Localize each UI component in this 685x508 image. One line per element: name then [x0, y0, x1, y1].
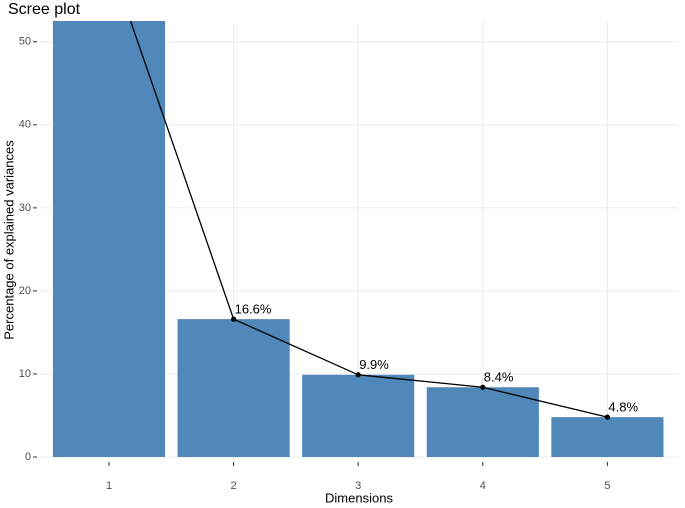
bar: [52, 21, 166, 457]
bar: [302, 374, 415, 457]
point: [231, 316, 237, 322]
bar: [551, 417, 664, 457]
x-tick-label: 3: [355, 480, 361, 492]
bar: [177, 319, 290, 457]
y-tick-label: 0: [25, 451, 31, 463]
y-tick-label: 40: [19, 119, 31, 131]
point: [355, 372, 361, 378]
x-tick-label: 4: [480, 480, 486, 492]
chart-title: Scree plot: [8, 1, 81, 18]
point: [604, 414, 611, 420]
bar: [426, 387, 539, 457]
y-axis-label: Percentage of explained variances: [1, 140, 16, 340]
y-tick-label: 50: [19, 36, 31, 48]
x-tick-label: 5: [604, 480, 610, 492]
y-tick-label: 20: [19, 285, 31, 297]
value-label: 16.6%: [235, 302, 272, 317]
value-label: 4.8%: [608, 400, 638, 415]
x-tick-label: 2: [231, 480, 237, 492]
x-tick-label: 1: [106, 480, 112, 492]
point: [480, 384, 486, 390]
x-axis-label: Dimensions: [325, 490, 393, 505]
value-label: 9.9%: [359, 357, 389, 372]
y-tick-label: 30: [19, 202, 31, 214]
value-label: 8.4%: [484, 370, 514, 385]
y-tick-label: 10: [19, 368, 31, 380]
